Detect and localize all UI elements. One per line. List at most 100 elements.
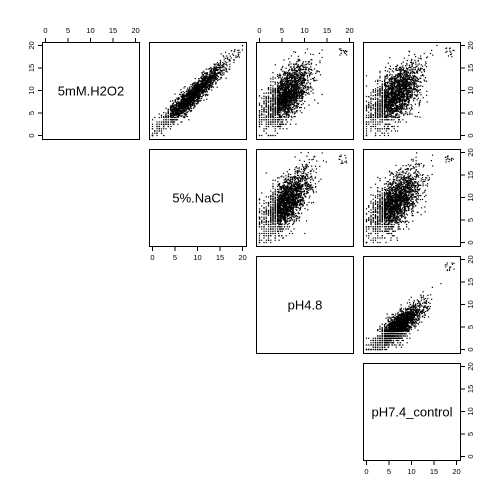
point bbox=[161, 130, 162, 131]
point bbox=[293, 67, 294, 68]
point bbox=[282, 96, 283, 97]
point bbox=[278, 75, 279, 76]
point bbox=[159, 126, 160, 127]
point bbox=[286, 105, 287, 106]
point bbox=[212, 70, 213, 71]
point bbox=[198, 92, 199, 93]
point bbox=[214, 64, 215, 65]
point bbox=[216, 67, 217, 68]
point bbox=[235, 55, 236, 56]
point bbox=[306, 69, 307, 70]
point bbox=[165, 114, 166, 115]
point bbox=[201, 91, 202, 92]
point bbox=[399, 104, 400, 105]
point bbox=[275, 135, 276, 136]
point bbox=[200, 88, 201, 89]
point bbox=[170, 128, 171, 129]
point bbox=[199, 98, 200, 99]
y-tick-label-right-r0-1: 5 bbox=[466, 111, 475, 115]
point bbox=[288, 82, 289, 83]
point bbox=[272, 81, 273, 82]
point bbox=[198, 90, 199, 91]
x-tick-label-bottom-c3-1: 5 bbox=[387, 467, 391, 476]
point bbox=[263, 100, 264, 101]
point bbox=[307, 86, 308, 87]
point bbox=[302, 91, 303, 92]
point bbox=[298, 69, 299, 70]
point bbox=[163, 116, 164, 117]
point bbox=[300, 90, 301, 91]
point bbox=[266, 119, 267, 120]
point bbox=[156, 135, 157, 136]
point bbox=[411, 95, 412, 96]
point bbox=[222, 62, 223, 63]
point bbox=[207, 81, 208, 82]
point bbox=[188, 98, 189, 99]
point bbox=[295, 74, 296, 75]
point bbox=[263, 93, 264, 94]
point bbox=[288, 117, 289, 118]
point bbox=[215, 75, 216, 76]
point bbox=[285, 124, 286, 125]
point bbox=[295, 81, 296, 82]
point bbox=[181, 116, 182, 117]
point bbox=[282, 106, 283, 107]
point bbox=[275, 104, 276, 105]
point bbox=[261, 111, 262, 112]
point bbox=[299, 92, 300, 93]
point bbox=[281, 69, 282, 70]
point bbox=[286, 68, 287, 69]
point bbox=[201, 85, 202, 86]
point bbox=[159, 113, 160, 114]
point bbox=[168, 124, 169, 125]
point bbox=[289, 61, 290, 62]
point bbox=[299, 66, 300, 67]
point bbox=[282, 76, 283, 77]
point bbox=[261, 119, 262, 120]
point bbox=[278, 119, 279, 120]
point bbox=[290, 107, 291, 108]
point bbox=[384, 119, 385, 120]
y-tick-label-right-r2-3: 15 bbox=[466, 278, 475, 286]
point bbox=[275, 93, 276, 94]
point bbox=[417, 99, 418, 100]
point bbox=[201, 72, 202, 73]
point bbox=[366, 133, 367, 134]
point bbox=[304, 92, 305, 93]
point bbox=[282, 102, 283, 103]
point bbox=[224, 59, 225, 60]
point bbox=[384, 78, 385, 79]
point bbox=[304, 86, 305, 87]
point bbox=[198, 88, 199, 89]
point bbox=[275, 82, 276, 83]
point bbox=[212, 83, 213, 84]
point bbox=[270, 78, 271, 79]
point bbox=[233, 62, 234, 63]
point bbox=[189, 86, 190, 87]
point bbox=[275, 96, 276, 97]
point bbox=[285, 108, 286, 109]
point bbox=[182, 110, 183, 111]
point bbox=[375, 102, 376, 103]
point bbox=[210, 76, 211, 77]
point bbox=[209, 79, 210, 80]
point bbox=[400, 101, 401, 102]
point bbox=[200, 90, 201, 91]
point bbox=[287, 88, 288, 89]
point bbox=[161, 115, 162, 116]
point bbox=[411, 60, 412, 61]
point bbox=[156, 124, 157, 125]
point bbox=[170, 113, 171, 114]
point bbox=[303, 85, 304, 86]
point bbox=[279, 128, 280, 129]
point bbox=[382, 113, 383, 114]
x-tick-label-bottom-c3-0: 0 bbox=[364, 467, 368, 476]
point bbox=[277, 117, 278, 118]
point bbox=[420, 89, 421, 90]
point bbox=[420, 94, 421, 95]
point bbox=[275, 108, 276, 109]
point bbox=[300, 76, 301, 77]
point bbox=[259, 121, 260, 122]
point bbox=[286, 91, 287, 92]
variable-label-0: 5mM.H2O2 bbox=[58, 84, 124, 99]
